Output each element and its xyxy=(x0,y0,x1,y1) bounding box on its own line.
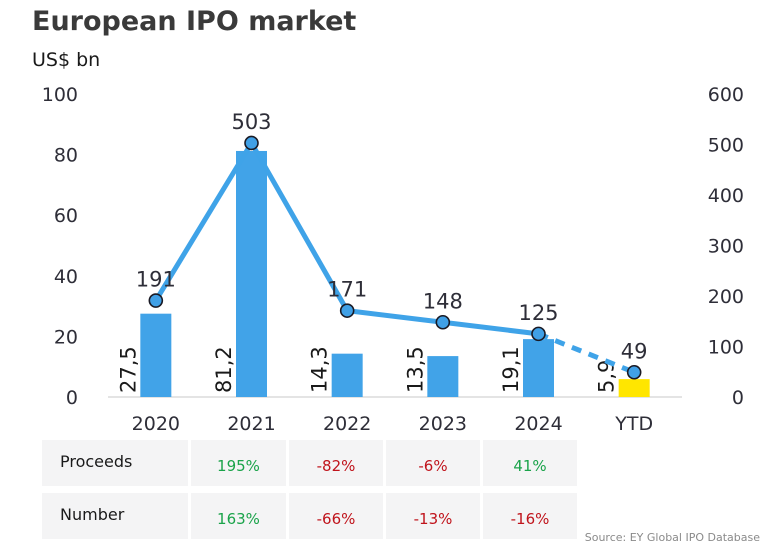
y2-tick-label: 300 xyxy=(708,236,744,258)
table-cell-value: -13% xyxy=(414,510,453,528)
x-tick-label: 2024 xyxy=(514,413,562,435)
bar xyxy=(523,339,554,397)
y-tick-label: 60 xyxy=(54,205,78,227)
table-row-label-cell xyxy=(42,440,188,486)
y2-tick-label: 200 xyxy=(708,286,744,308)
x-tick-label: YTD xyxy=(614,413,653,435)
count-point xyxy=(244,135,259,151)
y2-tick-label: 500 xyxy=(708,135,744,157)
x-axis: 2020 2021 2022 2023 2024 YTD xyxy=(132,413,653,435)
bar xyxy=(140,313,172,397)
count-point xyxy=(148,293,164,308)
table-cell xyxy=(386,440,480,486)
table-cell-value: -66% xyxy=(317,510,356,528)
count-value-label: 191 xyxy=(136,268,176,292)
table-cell xyxy=(191,440,286,486)
count-point xyxy=(339,303,355,318)
table-cell-value: 41% xyxy=(513,457,546,475)
growth-table: Proceeds 195% -82% -6% 41% Number 163% -66% -13%… xyxy=(42,440,577,539)
x-tick-label: 2020 xyxy=(132,413,180,435)
y2-tick-label: 600 xyxy=(708,84,744,106)
x-tick-label: 2022 xyxy=(323,413,371,435)
right-axis: 0 100 200 300 400 500 600 xyxy=(708,84,744,409)
count-point xyxy=(435,314,451,330)
table-cell xyxy=(289,440,383,486)
y-tick-label: 40 xyxy=(54,266,78,288)
y-tick-label: 80 xyxy=(54,145,78,167)
y2-tick-label: 0 xyxy=(732,387,744,409)
table-cell-value: 195% xyxy=(217,457,260,475)
table-cell xyxy=(191,493,286,539)
x-tick-label: 2023 xyxy=(419,413,467,435)
table-row-label: Proceeds xyxy=(60,452,132,471)
y2-tick-label: 400 xyxy=(708,185,744,207)
chart-title: European IPO market xyxy=(32,6,356,37)
bar xyxy=(331,353,363,397)
unit-label: US$ bn xyxy=(32,49,100,71)
count-point xyxy=(626,364,642,380)
bar-value-label: 13,5 xyxy=(403,346,427,393)
bars: 27,5 81,2 14,3 13,5 19,1 5,9 xyxy=(116,150,650,397)
source-note: Source: EY Global IPO Database xyxy=(585,531,760,544)
table-cell-value: 163% xyxy=(217,510,260,528)
bar-value-label: 81,2 xyxy=(212,346,236,393)
y2-tick-label: 100 xyxy=(708,337,744,359)
x-tick-label: 2021 xyxy=(227,413,275,435)
table-cell xyxy=(289,493,383,539)
bar-value-label: 27,5 xyxy=(116,346,140,393)
count-value-label: 49 xyxy=(621,339,648,363)
count-value-label: 125 xyxy=(518,301,558,325)
left-axis: 0 20 40 60 80 100 xyxy=(42,84,78,409)
count-value-label: 503 xyxy=(231,110,271,134)
bar xyxy=(236,150,267,397)
bar xyxy=(427,356,459,397)
bar-value-label: 5,9 xyxy=(595,360,619,393)
y-tick-label: 100 xyxy=(42,84,78,106)
table-cell-value: -82% xyxy=(317,457,356,475)
bar-value-label: 19,1 xyxy=(499,346,523,393)
count-line: 191 503 171 148 125 49 xyxy=(136,110,648,380)
count-value-label: 171 xyxy=(327,278,367,302)
table-row-label-cell xyxy=(42,493,188,539)
table-cell-value: -6% xyxy=(418,457,447,475)
y-tick-label: 0 xyxy=(66,387,78,409)
table-cell xyxy=(483,440,577,486)
y-tick-label: 20 xyxy=(54,326,78,348)
count-point xyxy=(531,326,546,342)
count-value-label: 148 xyxy=(423,289,463,313)
table-cell xyxy=(386,493,480,539)
bar xyxy=(618,379,650,397)
bar-value-label: 14,3 xyxy=(308,346,332,393)
table-row-label: Number xyxy=(60,505,125,524)
table-cell xyxy=(483,493,577,539)
table-cell-value: -16% xyxy=(511,510,550,528)
